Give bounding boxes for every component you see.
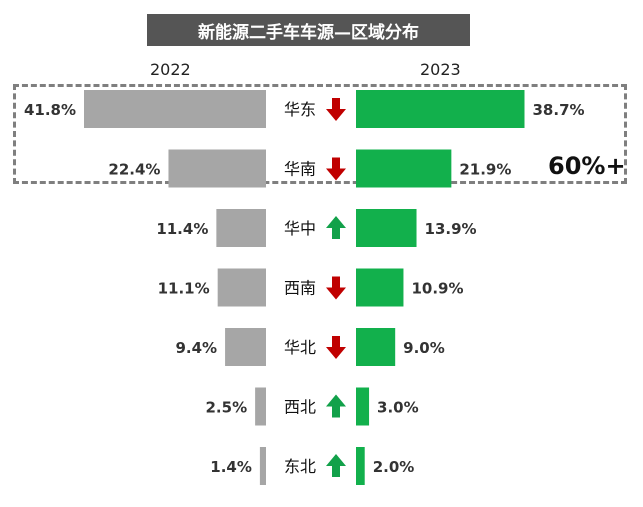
data-label-2023: 9.0% xyxy=(403,339,445,357)
year-label-2023: 2023 xyxy=(420,60,461,79)
data-label-2022: 22.4% xyxy=(108,161,160,179)
bar-2022 xyxy=(217,268,266,307)
data-label-2022: 9.4% xyxy=(175,339,217,357)
share-callout: 60%+ xyxy=(548,152,626,180)
bar-2022 xyxy=(225,328,266,366)
down-arrow-icon xyxy=(326,98,346,121)
category-label: 华东 xyxy=(284,100,316,119)
category-label: 东北 xyxy=(284,457,316,476)
data-label-2023: 38.7% xyxy=(533,101,585,119)
data-label-2022: 41.8% xyxy=(24,101,76,119)
bar-2023 xyxy=(356,209,417,247)
bar-2023 xyxy=(356,90,525,128)
up-arrow-icon xyxy=(326,454,346,477)
data-label-2022: 11.4% xyxy=(156,220,208,238)
up-arrow-icon xyxy=(326,216,346,239)
data-label-2023: 13.9% xyxy=(425,220,477,238)
category-label: 西北 xyxy=(284,398,316,417)
bar-2023 xyxy=(356,268,404,307)
bar-2023 xyxy=(356,447,365,485)
chart-title: 新能源二手车车源—区域分布 xyxy=(147,14,470,46)
up-arrow-icon xyxy=(326,394,346,418)
bar-2022 xyxy=(84,90,266,128)
data-label-2023: 10.9% xyxy=(411,280,463,298)
data-label-2023: 2.0% xyxy=(373,458,415,476)
bar-2023 xyxy=(356,328,396,366)
bar-2023 xyxy=(356,387,370,426)
data-label-2022: 2.5% xyxy=(206,399,248,417)
down-arrow-icon xyxy=(326,276,346,300)
down-arrow-icon xyxy=(326,336,346,359)
data-label-2022: 11.1% xyxy=(158,280,210,298)
category-label: 华南 xyxy=(284,160,316,179)
down-arrow-icon xyxy=(326,157,346,181)
bar-2022 xyxy=(255,387,266,426)
category-label: 华中 xyxy=(284,219,316,238)
data-label-2022: 1.4% xyxy=(210,458,252,476)
bar-2022 xyxy=(216,209,266,247)
year-label-2022: 2022 xyxy=(150,60,191,79)
bar-2022 xyxy=(259,447,266,485)
data-label-2023: 3.0% xyxy=(377,399,419,417)
data-label-2023: 21.9% xyxy=(459,161,511,179)
bar-2022 xyxy=(168,149,266,188)
bar-2023 xyxy=(356,149,452,188)
category-label: 华北 xyxy=(284,338,316,357)
category-label: 西南 xyxy=(284,279,316,298)
top-regions-highlight-box xyxy=(13,84,627,184)
